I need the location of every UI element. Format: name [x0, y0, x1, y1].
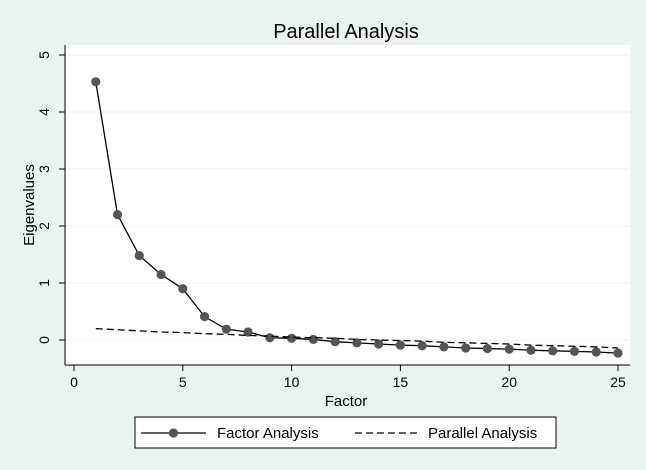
legend-label: Parallel Analysis	[428, 425, 537, 442]
legend-label: Factor Analysis	[217, 425, 319, 442]
gridlines	[65, 54, 630, 341]
data-point	[134, 251, 144, 261]
y-tick-label: 3	[36, 165, 52, 173]
data-point	[221, 324, 231, 334]
chart-title: Parallel Analysis	[273, 21, 419, 43]
y-axis-label: Eigenvalues	[21, 164, 38, 246]
plot-area	[65, 45, 630, 365]
data-point	[482, 343, 493, 354]
data-point	[156, 269, 166, 280]
data-point	[265, 333, 275, 343]
data-point	[199, 312, 210, 322]
data-point	[395, 340, 405, 350]
legend-marker	[168, 428, 179, 438]
x-axis-label: Factor	[325, 393, 368, 410]
x-tick-label: 20	[501, 374, 517, 390]
series-layer	[91, 77, 623, 358]
data-point	[591, 347, 601, 357]
axes: 0 5 10 15 20 25 0 1 2 3 4 5	[36, 45, 630, 390]
data-point	[439, 342, 449, 352]
data-point	[461, 343, 471, 353]
y-tick-label: 1	[36, 279, 52, 287]
data-point	[352, 338, 362, 348]
data-point	[91, 77, 101, 87]
series-line	[95, 327, 619, 349]
data-point	[112, 210, 123, 220]
y-tick-label: 0	[36, 336, 52, 344]
x-tick-label: 10	[284, 374, 300, 390]
data-point	[548, 346, 558, 356]
legend: Factor Analysis Parallel Analysis	[134, 416, 557, 449]
data-point	[417, 341, 427, 351]
data-point	[308, 334, 318, 345]
data-point	[526, 345, 536, 355]
data-point	[243, 327, 253, 337]
data-point	[569, 346, 580, 356]
legend-item: Parallel Analysis	[355, 425, 537, 442]
x-tick-label: 0	[70, 374, 78, 390]
x-tick-label: 5	[179, 374, 187, 390]
x-tick-label: 15	[393, 374, 409, 390]
legend-items: Factor Analysis Parallel Analysis	[141, 425, 537, 442]
data-point	[374, 339, 384, 349]
y-tick-label: 4	[36, 108, 52, 116]
series-2	[95, 327, 619, 349]
y-tick-label: 5	[36, 51, 52, 59]
data-point	[178, 284, 188, 294]
y-tick-label: 2	[36, 222, 52, 230]
data-point	[330, 337, 340, 347]
data-point	[504, 344, 514, 354]
legend-item: Factor Analysis	[141, 425, 319, 442]
data-point	[613, 348, 623, 358]
data-point	[287, 333, 297, 343]
x-tick-label: 25	[610, 374, 626, 390]
